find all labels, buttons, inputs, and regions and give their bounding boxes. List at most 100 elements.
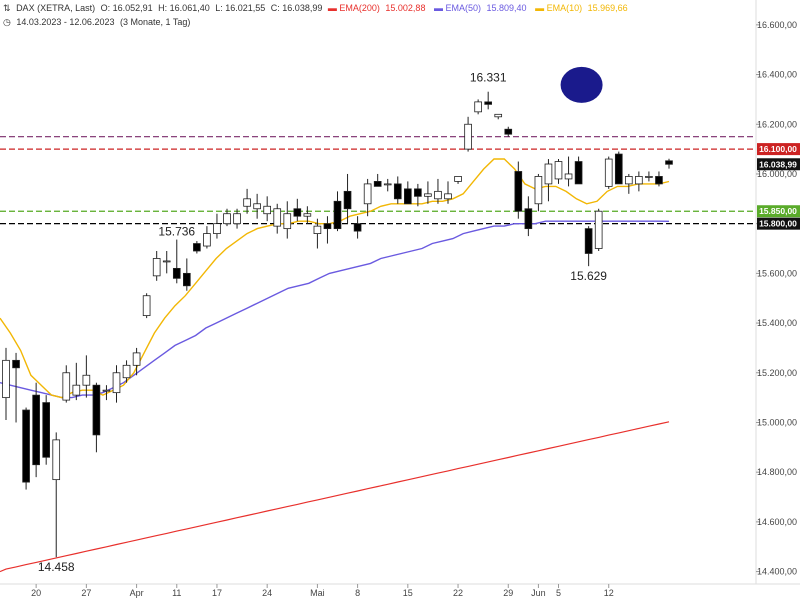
candle — [273, 203, 282, 234]
candle-body — [594, 210, 603, 249]
x-tick-label: 8 — [355, 588, 360, 598]
candle — [12, 352, 20, 423]
x-tick-label: 11 — [172, 588, 181, 598]
candle-body — [183, 272, 191, 287]
level-label-bg — [757, 217, 800, 230]
symbol-label: DAX (XETRA, Last) — [16, 3, 96, 13]
level-label-bg — [757, 143, 800, 156]
candle-body — [263, 205, 271, 215]
y-tick-label: 14.600,00 — [757, 517, 797, 527]
candle-body — [223, 213, 231, 225]
candle-body — [313, 225, 322, 235]
price-annotation: 14.458 — [38, 560, 75, 574]
ema50-legend[interactable]: ▬ EMA(50) 15.809,40 — [433, 3, 527, 13]
ema10-value: 15.969,66 — [587, 3, 628, 13]
candle — [62, 365, 71, 403]
candle — [464, 116, 472, 152]
candle — [564, 156, 573, 187]
candle — [132, 347, 141, 376]
level-label: 15.850,00 — [759, 206, 797, 216]
candle — [625, 173, 633, 194]
candle — [72, 362, 81, 401]
candle — [414, 183, 422, 207]
y-tick-label: 15.000,00 — [757, 417, 797, 427]
candle — [404, 181, 412, 205]
candle-body — [524, 208, 533, 230]
x-tick-label: 12 — [604, 588, 614, 598]
candle-body — [353, 223, 362, 232]
candle-body — [514, 171, 523, 212]
candle-body — [424, 193, 432, 197]
candle — [172, 239, 181, 284]
candle — [213, 213, 221, 239]
candle — [645, 171, 653, 182]
candle — [152, 250, 161, 281]
x-tick-label: 24 — [262, 588, 272, 598]
candle-body — [52, 439, 61, 481]
candle — [303, 206, 312, 224]
candle — [92, 382, 101, 453]
candle — [293, 198, 302, 222]
candle-body — [645, 176, 653, 178]
y-tick-label: 14.400,00 — [757, 567, 797, 577]
candle-body — [474, 101, 482, 113]
candle — [283, 201, 292, 239]
candle — [233, 208, 241, 229]
x-tick-label: 29 — [503, 588, 513, 598]
candle-body — [82, 374, 91, 386]
x-tick-label: Mai — [310, 588, 325, 598]
open-value: O: 16.052,91 — [100, 3, 153, 13]
candle-body — [72, 384, 81, 396]
candle — [363, 178, 372, 217]
candle — [162, 250, 171, 274]
candle-body — [534, 176, 543, 205]
candle — [333, 191, 342, 232]
candle-body — [655, 176, 663, 185]
candle-body — [102, 389, 111, 392]
level-label: 15.800,00 — [759, 219, 797, 229]
candle-body — [122, 364, 131, 379]
candle — [454, 176, 462, 184]
ema10-legend[interactable]: ▬ EMA(10) 15.969,66 — [535, 3, 628, 13]
y-tick-label: 14.800,00 — [757, 467, 797, 477]
candle-body — [32, 394, 40, 466]
x-tick-label: 5 — [556, 588, 561, 598]
candle-body — [293, 208, 302, 217]
candle — [373, 173, 382, 187]
candle — [112, 365, 121, 403]
y-tick-label: 15.600,00 — [757, 268, 797, 278]
candle — [383, 178, 392, 192]
y-tick-label: 16.600,00 — [757, 20, 797, 30]
candle-body — [434, 190, 442, 200]
candle-body — [625, 176, 633, 185]
candle — [494, 113, 503, 120]
candle-body — [564, 173, 573, 180]
candle — [142, 293, 151, 319]
candle-body — [393, 183, 402, 200]
candle — [544, 159, 553, 202]
candle-body — [213, 223, 221, 235]
candle — [102, 385, 111, 401]
last-price-bg — [757, 158, 800, 171]
candle — [243, 188, 251, 214]
candle-body — [92, 384, 101, 436]
candle-body — [635, 176, 643, 185]
date-range: 14.03.2023 - 12.06.2023 — [16, 17, 115, 27]
candle — [614, 151, 623, 185]
candle-body — [484, 101, 492, 105]
candle-body — [193, 243, 201, 252]
candle-body — [494, 113, 503, 118]
x-tick-label: Apr — [130, 588, 144, 598]
candle-body — [444, 193, 452, 200]
y-tick-label: 15.200,00 — [757, 368, 797, 378]
ema200-legend[interactable]: ▬ EMA(200) 15.002,88 — [327, 3, 426, 13]
candle-body — [172, 267, 181, 279]
close-value: C: 16.038,99 — [270, 3, 323, 13]
candle-body — [584, 228, 593, 254]
candle — [353, 216, 362, 239]
candle — [665, 158, 673, 169]
candle-body — [323, 223, 332, 230]
chart-info-bar: ⇅ DAX (XETRA, Last) O: 16.052,91 H: 16.0… — [3, 3, 634, 14]
